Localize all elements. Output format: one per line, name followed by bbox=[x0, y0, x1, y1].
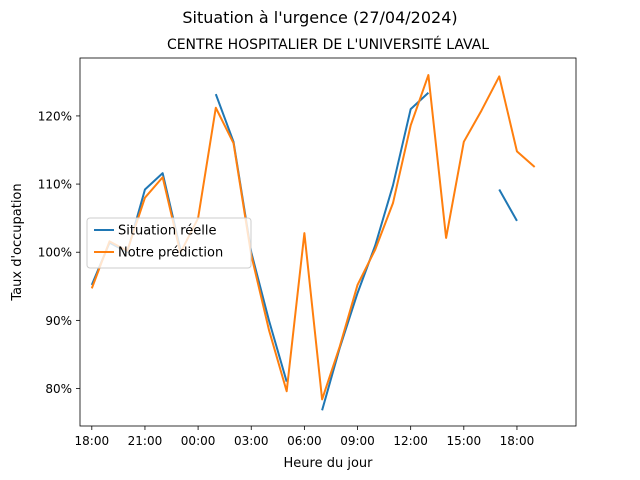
x-tick-label: 06:00 bbox=[287, 434, 322, 448]
x-tick-label: 09:00 bbox=[340, 434, 375, 448]
x-tick-label: 12:00 bbox=[393, 434, 428, 448]
x-tick-label: 18:00 bbox=[75, 434, 110, 448]
legend: Situation réelle Notre prédiction bbox=[86, 217, 252, 269]
y-tick-label: 120% bbox=[38, 109, 72, 123]
y-tick-label: 80% bbox=[45, 382, 72, 396]
x-axis-label: Heure du jour bbox=[284, 456, 374, 471]
x-axis-ticks: 18:00 21:00 00:00 03:00 06:00 09:00 12:00 15:00… bbox=[75, 426, 535, 448]
series-line-prediction bbox=[90, 74, 536, 401]
chart-title: CENTRE HOSPITALIER DE L'UNIVERSITÉ LAVAL bbox=[167, 36, 489, 53]
legend-label-prediction: Notre prédiction bbox=[118, 246, 223, 261]
x-tick-label: 03:00 bbox=[234, 434, 269, 448]
y-tick-label: 100% bbox=[38, 246, 72, 260]
axes-frame bbox=[79, 57, 577, 427]
y-tick-label: 110% bbox=[38, 178, 72, 192]
legend-frame bbox=[86, 217, 252, 269]
x-tick-label: 21:00 bbox=[128, 434, 163, 448]
y-tick-label: 90% bbox=[45, 314, 72, 328]
x-tick-label: 00:00 bbox=[181, 434, 216, 448]
x-tick-label: 18:00 bbox=[500, 434, 535, 448]
y-axis-label: Taux d'occupation bbox=[10, 183, 25, 301]
legend-label-actual: Situation réelle bbox=[118, 224, 216, 239]
chart-suptitle: Situation à l'urgence (27/04/2024) bbox=[182, 8, 457, 27]
x-tick-label: 15:00 bbox=[447, 434, 482, 448]
y-axis-ticks: 80% 90% 100% 110% 120% bbox=[38, 109, 80, 396]
